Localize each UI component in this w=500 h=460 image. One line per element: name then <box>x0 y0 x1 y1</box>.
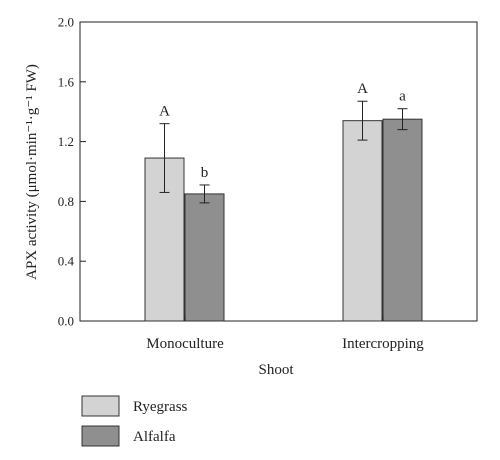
bar-alfalfa-monoculture <box>184 193 225 322</box>
bar-alfalfa-intercropping <box>382 118 423 322</box>
bars: Ab A a <box>144 81 423 322</box>
significance-letter: A <box>357 81 368 97</box>
x-tick-label: Monoculture <box>146 336 224 352</box>
x-axis-ticks: Monoculture Intercropping <box>146 316 424 352</box>
legend-label-ryegrass: Ryegrass <box>133 399 188 415</box>
legend-swatch-ryegrass <box>81 395 120 417</box>
x-axis-title: Shoot <box>258 362 294 378</box>
y-tick-label: 2.0 <box>58 15 74 30</box>
significance-letter: A <box>159 104 170 120</box>
x-tick-label: Intercropping <box>342 336 424 352</box>
legend: Ryegrass Alfalfa <box>81 395 188 447</box>
significance-letter: b <box>201 165 209 181</box>
y-tick-label: 0.0 <box>58 314 74 329</box>
legend-label-alfalfa: Alfalfa <box>133 429 176 445</box>
bar-ryegrass-intercropping <box>342 120 383 322</box>
y-tick-label: 0.8 <box>58 194 74 209</box>
y-axis-ticks: 0.0 0.4 0.8 1.2 1.6 2.0 <box>58 15 86 329</box>
legend-swatch-alfalfa <box>81 425 120 447</box>
y-tick-label: 1.2 <box>58 134 74 149</box>
y-tick-label: 0.4 <box>58 254 75 269</box>
y-tick-label: 1.6 <box>58 74 75 89</box>
significance-letter: a <box>399 89 406 105</box>
y-axis-title: APX activity (μmol·min⁻¹·g⁻¹ FW) <box>24 64 40 280</box>
plot-frame <box>79 21 478 322</box>
